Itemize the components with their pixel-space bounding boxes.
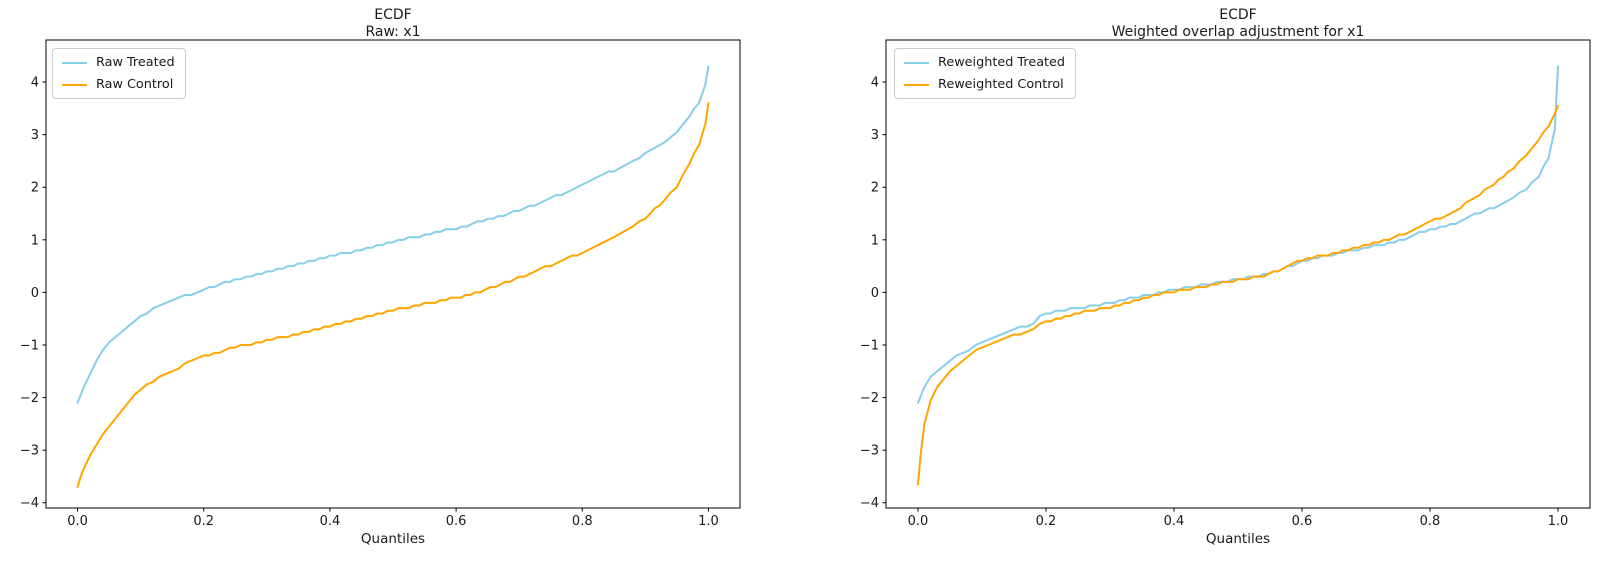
y-tick-label: −2 [20, 391, 39, 406]
right-axes: 0.0 0.2 0.4 0.6 0.8 1.0 −4 −3 −2 −1 0 1 2 3 4 [860, 39, 1591, 529]
right-legend: Reweighted Treated Reweighted Control [894, 48, 1077, 99]
y-tick-label: −3 [20, 444, 39, 459]
legend-entry-raw-control: Raw Control [62, 77, 175, 92]
x-tick-label: 0.8 [1420, 514, 1441, 529]
y-tick-label: −4 [20, 496, 39, 511]
x-tick-label: 0.4 [1164, 514, 1185, 529]
control-line-swatch-icon [904, 83, 929, 86]
x-tick-label: 0.0 [908, 514, 929, 529]
x-tick-label: 0.8 [572, 514, 593, 529]
series-line-raw-treated [76, 65, 710, 404]
legend-entry-reweighted-treated: Reweighted Treated [904, 55, 1065, 70]
y-tick-label: 3 [871, 128, 879, 143]
control-line-swatch-icon [62, 83, 87, 86]
y-tick-label: −1 [20, 338, 39, 353]
y-tick-label: 4 [871, 76, 879, 91]
x-tick-label: 1.0 [1548, 514, 1569, 529]
legend-entry-reweighted-control: Reweighted Control [904, 77, 1065, 92]
right-subplot-title: ECDF Weighted overlap adjustment for x1 [886, 7, 1590, 41]
right-xaxis-label: Quantiles [1205, 531, 1271, 547]
left-title-line1: ECDF [374, 7, 412, 23]
axes-frame [885, 39, 1591, 509]
right-title-line2: Weighted overlap adjustment for x1 [1111, 24, 1365, 40]
series-line-reweighted-treated [917, 65, 1559, 404]
x-tick-label: 1.0 [698, 514, 719, 529]
legend-label: Raw Treated [96, 55, 175, 70]
legend-label: Reweighted Control [938, 77, 1064, 92]
legend-entry-raw-treated: Raw Treated [62, 55, 175, 70]
y-tick-label: 4 [31, 76, 39, 91]
y-tick-label: 2 [871, 181, 879, 196]
legend-label: Raw Control [96, 77, 174, 92]
y-tick-label: −2 [860, 391, 879, 406]
x-tick-label: 0.6 [446, 514, 467, 529]
right-title-line1: ECDF [1219, 7, 1257, 23]
legend-label: Reweighted Treated [938, 55, 1066, 70]
left-title-line2: Raw: x1 [365, 24, 421, 40]
y-tick-label: 2 [31, 181, 39, 196]
axes-frame [45, 39, 741, 509]
y-tick-label: 3 [31, 128, 39, 143]
left-subplot-title: ECDF Raw: x1 [46, 7, 740, 41]
y-tick-label: 0 [871, 286, 879, 301]
x-tick-label: 0.2 [1036, 514, 1057, 529]
left-legend: Raw Treated Raw Control [52, 48, 186, 99]
x-tick-label: 0.6 [1292, 514, 1313, 529]
x-tick-label: 0.4 [320, 514, 341, 529]
y-tick-label: 0 [31, 286, 39, 301]
treated-line-swatch-icon [62, 61, 87, 64]
y-tick-label: −1 [860, 338, 879, 353]
y-tick-label: 1 [871, 233, 879, 248]
y-tick-label: −3 [860, 444, 879, 459]
y-tick-label: 1 [31, 233, 39, 248]
x-tick-label: 0.2 [193, 514, 214, 529]
series-line-raw-control [76, 102, 710, 488]
left-axes: 0.0 0.2 0.4 0.6 0.8 1.0 −4 −3 −2 −1 0 1 2 3 4 [20, 39, 741, 529]
series-line-reweighted-control [917, 104, 1559, 486]
left-xaxis-label: Quantiles [360, 531, 426, 547]
y-tick-label: −4 [860, 496, 879, 511]
x-tick-label: 0.0 [67, 514, 88, 529]
treated-line-swatch-icon [904, 61, 929, 64]
